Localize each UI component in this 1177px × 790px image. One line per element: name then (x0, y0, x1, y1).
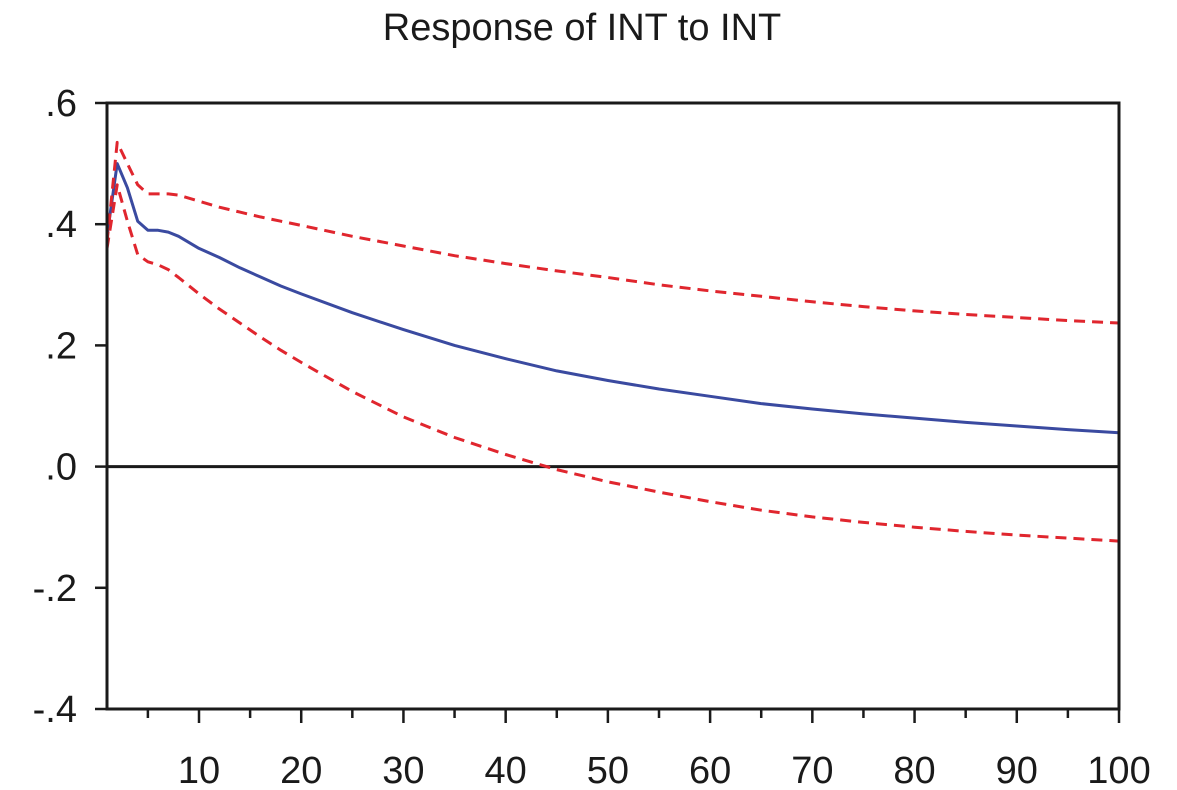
lower-band-line (105, 183, 1120, 543)
x-tick-label: 70 (791, 750, 833, 790)
y-tick-label: -.4 (33, 689, 77, 731)
y-tick-label: .2 (45, 325, 77, 367)
x-tick-label: 80 (893, 750, 935, 790)
response-line (105, 162, 1120, 435)
x-tick-label: 20 (280, 750, 322, 790)
y-tick-label: -.2 (33, 568, 77, 610)
plot-frame (105, 101, 1121, 711)
chart-title: Response of INT to INT (383, 7, 781, 49)
x-tick-label: 90 (996, 750, 1038, 790)
y-tick-label: .0 (45, 447, 77, 489)
series-group (105, 140, 1120, 543)
x-tick-label: 10 (178, 750, 220, 790)
y-tick-label: .6 (45, 83, 77, 125)
x-tick-label: 50 (587, 750, 629, 790)
x-axis: 10 20 30 40 50 60 70 80 90 100 (146, 709, 1151, 790)
y-tick-label: .4 (45, 204, 77, 246)
y-axis: -.4 -.2 .0 .2 .4 .6 (33, 83, 107, 731)
x-tick-label: 60 (689, 750, 731, 790)
upper-band-line (105, 140, 1120, 325)
x-tick-label: 30 (382, 750, 424, 790)
x-tick-label: 100 (1087, 750, 1150, 790)
x-tick-label: 40 (485, 750, 527, 790)
